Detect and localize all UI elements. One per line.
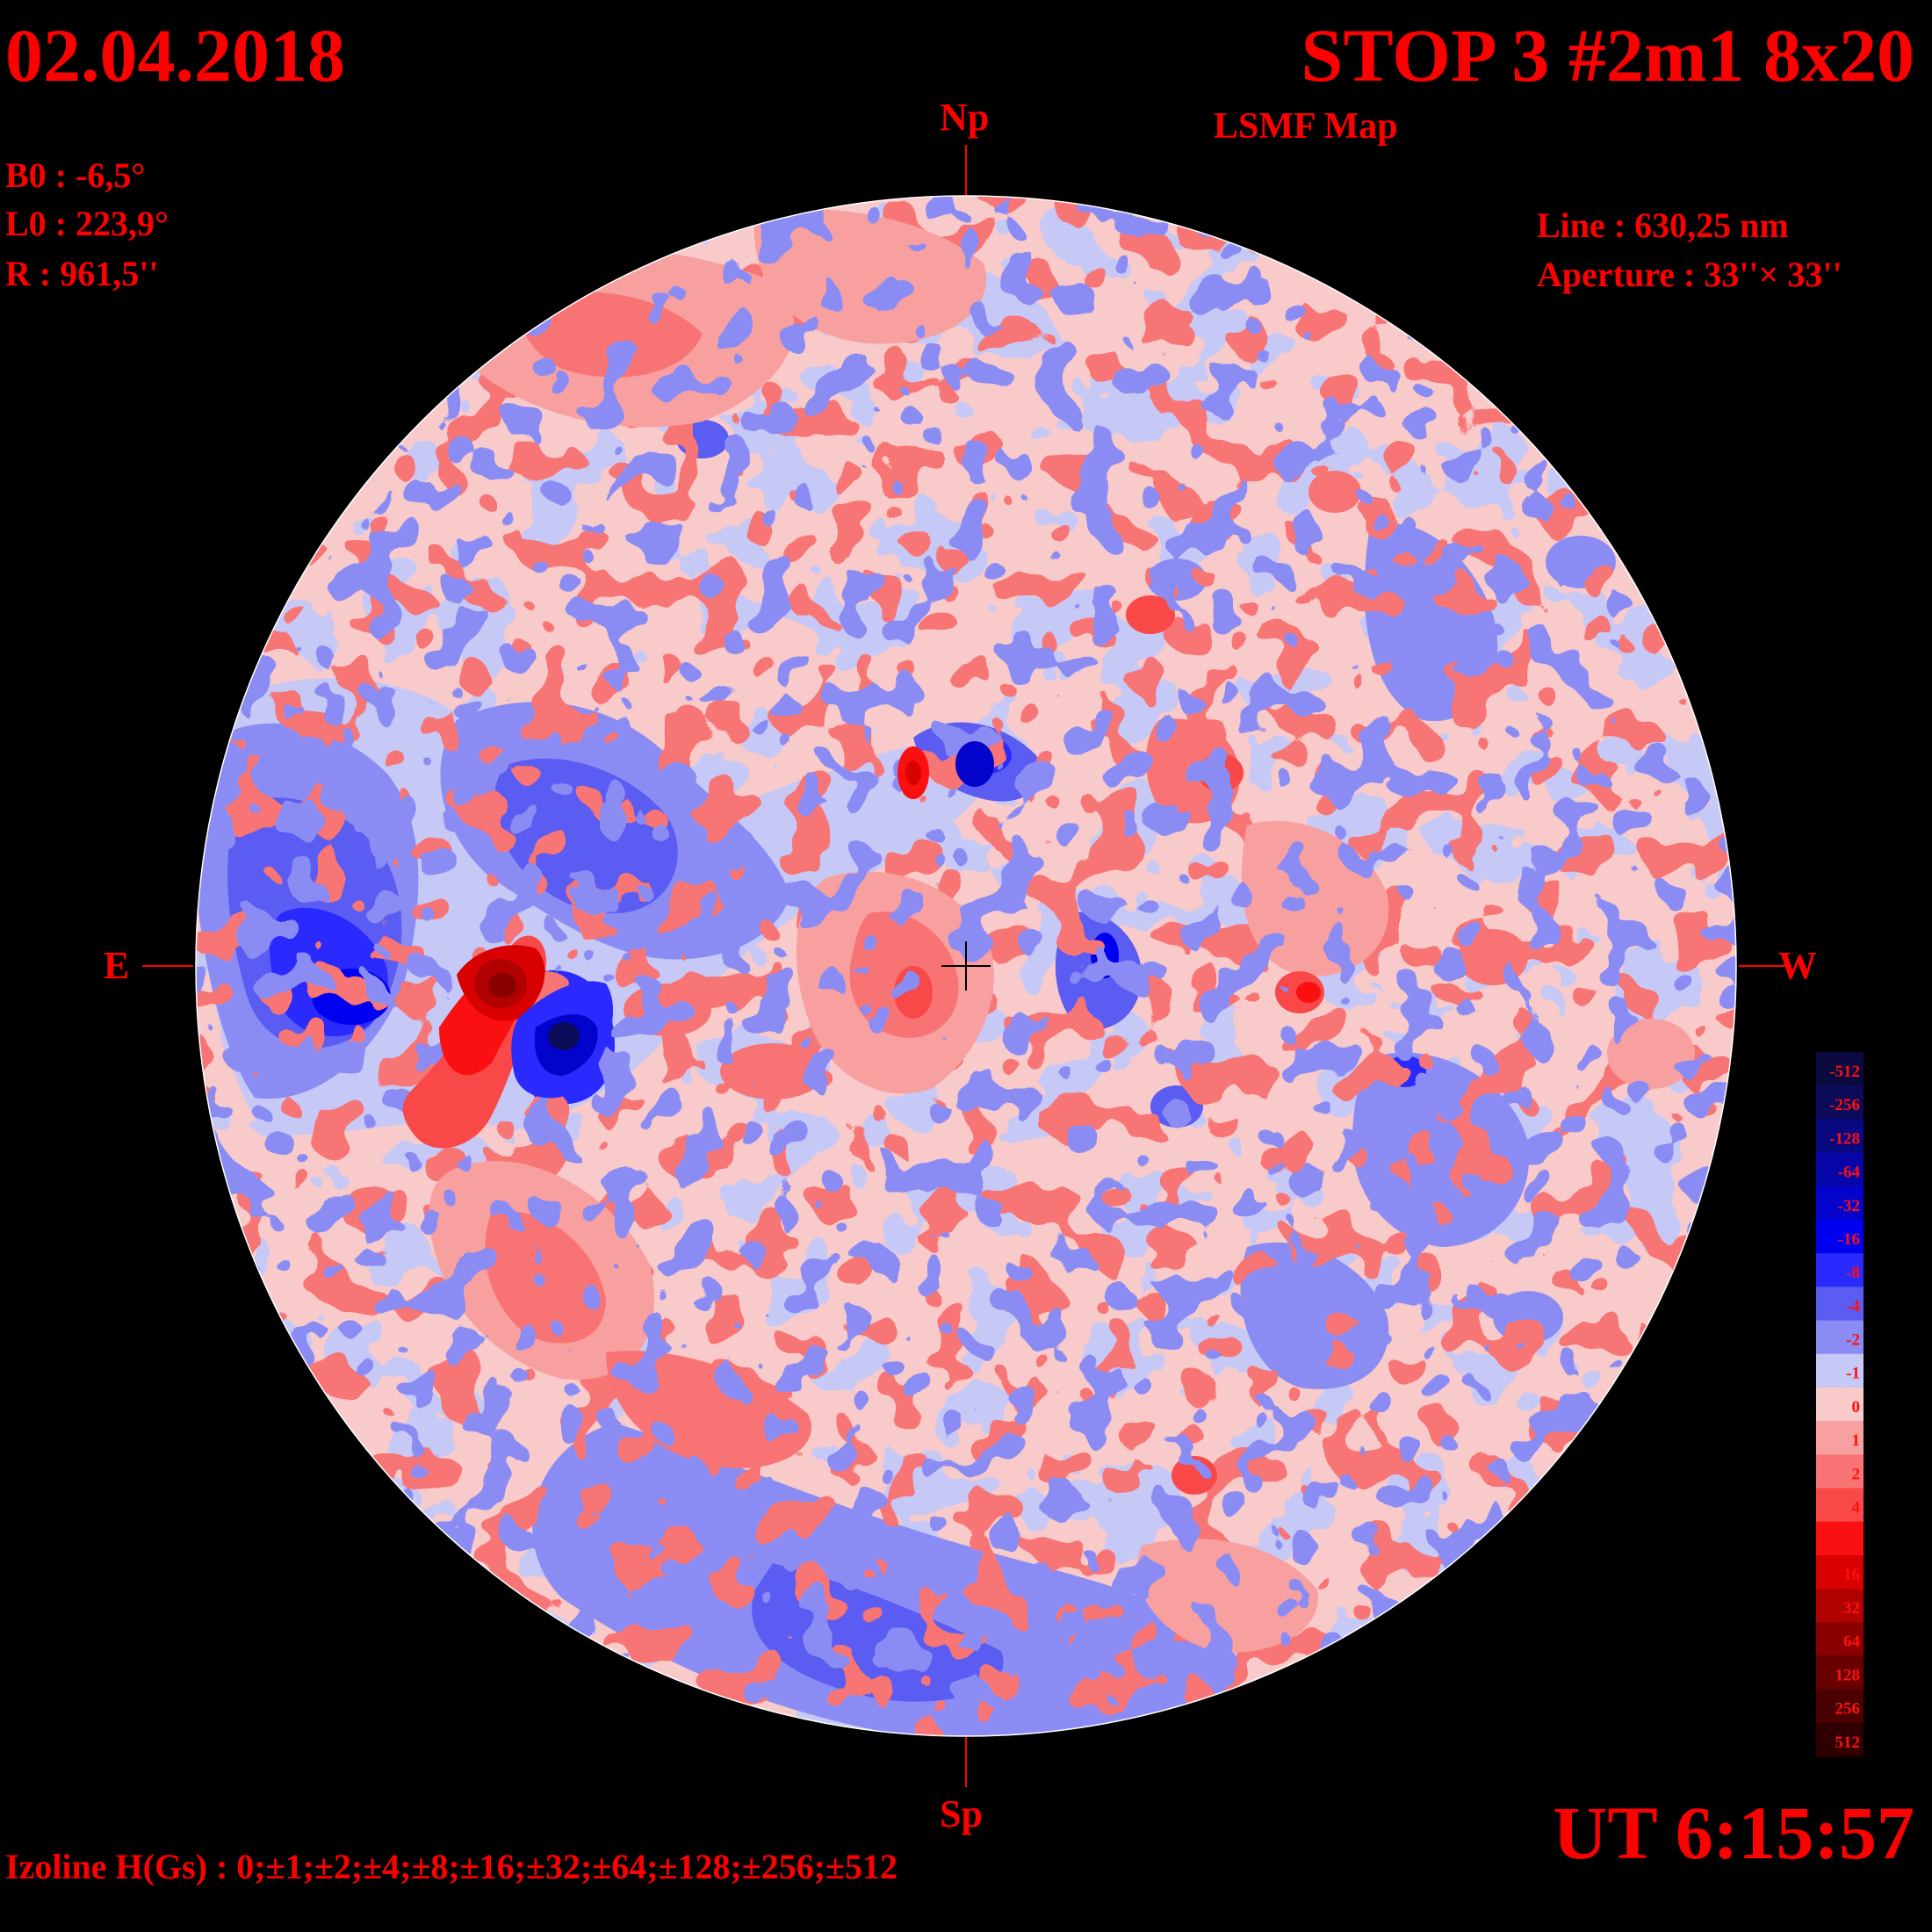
- instrument-title: STOP 3 #2m1 8x20: [1301, 13, 1914, 97]
- colorbar-label: -32: [1838, 1197, 1860, 1215]
- colorbar-label: -8: [1846, 1264, 1860, 1282]
- east-label: E: [104, 944, 130, 987]
- universal-time: UT 6:15:57: [1553, 1791, 1914, 1875]
- colorbar-swatch: [1816, 1253, 1864, 1287]
- north-pole-label: Np: [940, 96, 990, 139]
- disk-limb: [195, 195, 1737, 1737]
- colorbar-label: -256: [1829, 1096, 1860, 1114]
- colorbar-swatch: [1816, 1622, 1864, 1656]
- colorbar-swatch: [1816, 1387, 1864, 1422]
- colorbar-label: -2: [1846, 1331, 1860, 1350]
- colorbar-swatch: [1816, 1554, 1864, 1590]
- west-label: W: [1778, 944, 1817, 987]
- colorbar: -512 -256 -128 -64 -32 -16 -8 -4 -2 -1 0 1 2 4 8 16 32 64…: [1816, 1052, 1864, 1757]
- map-subtitle: LSMF Map: [1214, 106, 1398, 147]
- param-aperture: Aperture : 33''× 33'': [1537, 255, 1842, 294]
- colorbar-label: 8: [1852, 1532, 1861, 1551]
- disk-center-cross: [941, 941, 991, 991]
- colorbar-swatch: [1816, 1152, 1864, 1187]
- param-l0: L0 : 223,9°: [5, 204, 169, 243]
- param-line: Line : 630,25 nm: [1537, 205, 1789, 245]
- colorbar-label: -128: [1829, 1129, 1860, 1148]
- param-b0: B0 : -6,5°: [5, 155, 146, 195]
- active-region-east: [402, 741, 994, 1149]
- colorbar-swatch: [1816, 1722, 1864, 1757]
- colorbar-swatch: [1816, 1085, 1864, 1120]
- colorbar-label: -16: [1838, 1230, 1860, 1249]
- colorbar-swatch: [1816, 1421, 1864, 1455]
- colorbar-swatch: [1816, 1052, 1864, 1086]
- colorbar-label: -512: [1829, 1063, 1860, 1081]
- colorbar-swatch: [1816, 1521, 1864, 1556]
- colorbar-swatch: [1816, 1655, 1864, 1690]
- colorbar-swatch: [1816, 1219, 1864, 1254]
- south-pole-label: Sp: [940, 1792, 983, 1835]
- izoline-legend: Izoline H(Gs) : 0;±1;±2;±4;±8;±16;±32;±6…: [5, 1847, 898, 1886]
- colorbar-label: 16: [1843, 1566, 1860, 1584]
- colorbar-label: -1: [1846, 1365, 1860, 1383]
- colorbar-label: -4: [1846, 1297, 1860, 1316]
- colorbar-label: 256: [1835, 1700, 1861, 1719]
- colorbar-swatch: [1816, 1119, 1864, 1154]
- colorbar-swatch: [1816, 1186, 1864, 1221]
- colorbar-label: 32: [1843, 1599, 1860, 1618]
- colorbar-swatch: [1816, 1488, 1864, 1523]
- colorbar-swatch: [1816, 1454, 1864, 1489]
- colorbar-swatch: [1816, 1689, 1864, 1724]
- colorbar-swatch: [1816, 1287, 1864, 1322]
- param-r: R : 961,5'': [5, 254, 159, 293]
- colorbar-swatch: [1816, 1353, 1864, 1388]
- colorbar-label: 64: [1843, 1633, 1861, 1651]
- colorbar-label: 128: [1835, 1666, 1861, 1684]
- colorbar-swatch: [1816, 1589, 1864, 1623]
- colorbar-label: 4: [1852, 1498, 1861, 1517]
- colorbar-label: 0: [1852, 1398, 1861, 1417]
- colorbar-swatch: [1816, 1320, 1864, 1355]
- observation-date: 02.04.2018: [5, 13, 345, 97]
- colorbar-label: -64: [1838, 1164, 1861, 1182]
- colorbar-label: 1: [1852, 1431, 1861, 1450]
- direction-ticks: [142, 145, 1787, 1787]
- colorbar-label: 512: [1835, 1734, 1861, 1752]
- colorbar-label: 2: [1852, 1465, 1861, 1483]
